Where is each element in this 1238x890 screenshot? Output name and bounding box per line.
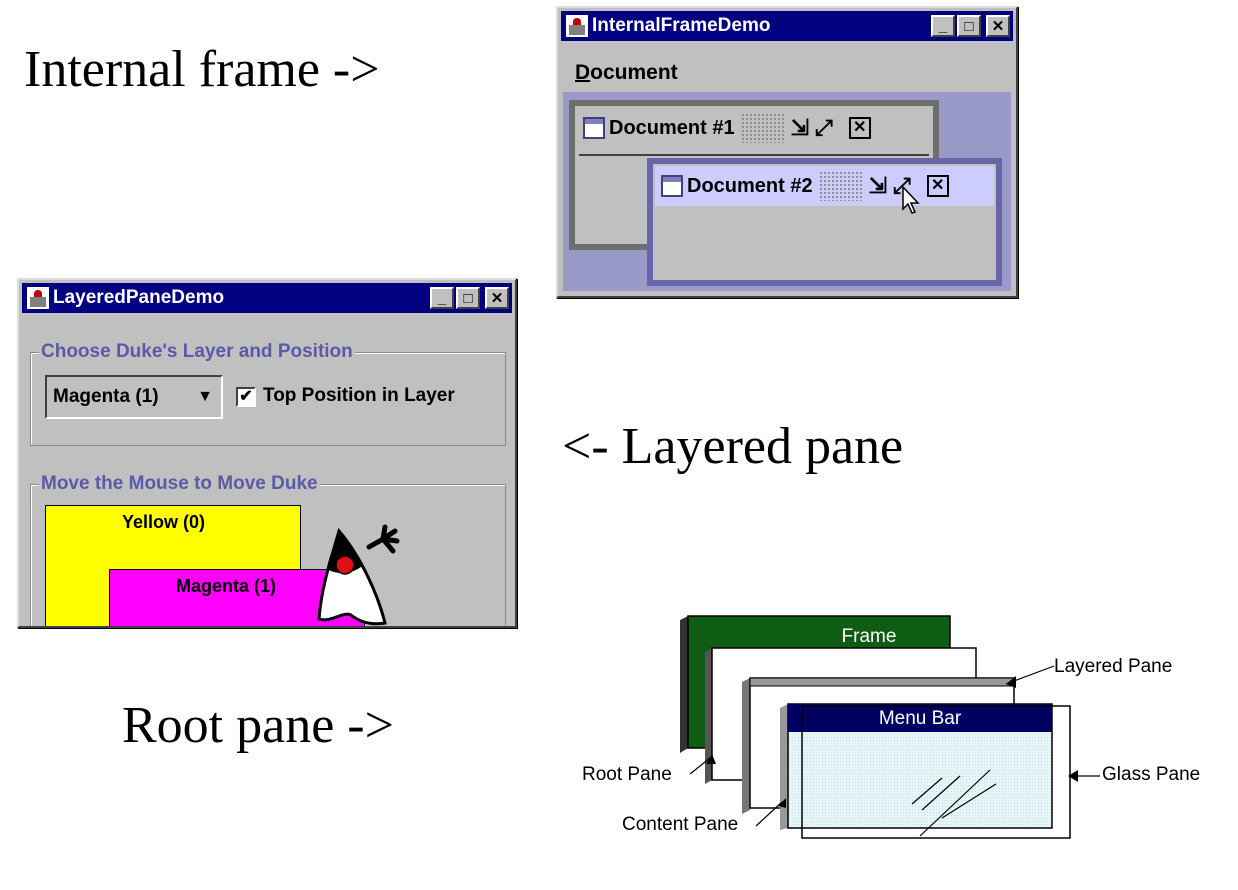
minimize-button[interactable]: _: [430, 287, 454, 309]
internal-frame-demo-titlebar[interactable]: InternalFrameDemo _ □ ✕: [561, 11, 1013, 41]
document-2-titlebar[interactable]: Document #2 ⇲ ⤢ ✕: [655, 166, 994, 206]
glass-pane-label: Glass Pane: [1102, 764, 1201, 785]
document-icon: [583, 117, 605, 139]
iconify-icon[interactable]: ⇲: [790, 115, 810, 140]
java-cup-icon: [27, 287, 49, 309]
layered-pane-demo-window: LayeredPaneDemo _ □ ✕ Choose Duke's Laye…: [17, 278, 517, 628]
document-1-title: Document #1: [609, 116, 735, 139]
close-icon[interactable]: ✕: [926, 175, 949, 197]
frame-label: Frame: [841, 626, 897, 647]
title-grip: [818, 171, 863, 201]
title-grip: [740, 113, 785, 143]
move-duke-group: Move the Mouse to Move Duke Yellow (0) M…: [30, 473, 506, 628]
document-2-title: Document #2: [687, 174, 813, 197]
internal-frame-caption: Internal frame ->: [24, 41, 380, 98]
close-button[interactable]: ✕: [986, 15, 1010, 37]
mouse-cursor-icon: [902, 186, 920, 214]
group-title: Choose Duke's Layer and Position: [39, 341, 355, 363]
yellow-layer-label: Yellow (0): [122, 512, 206, 532]
title-divider: [579, 154, 929, 156]
menu-bar: Document: [561, 56, 1013, 90]
internal-frame-demo-window: InternalFrameDemo _ □ ✕ Document Documen…: [556, 6, 1018, 298]
root-pane-diagram: Frame Menu Bar Layered Pane Root Pane Gl…: [570, 608, 1230, 858]
chevron-down-icon: ▼: [197, 388, 213, 405]
maximize-button[interactable]: □: [456, 287, 480, 309]
layered-pane-demo-titlebar[interactable]: LayeredPaneDemo _ □ ✕: [22, 283, 512, 313]
group-title: Move the Mouse to Move Duke: [39, 473, 320, 495]
minimize-button[interactable]: _: [931, 15, 955, 37]
checkbox-label: Top Position in Layer: [263, 385, 455, 406]
menu-bar-label: Menu Bar: [878, 708, 962, 729]
internal-frame-document-2[interactable]: Document #2 ⇲ ⤢ ✕: [647, 158, 1002, 286]
layer-combo-box[interactable]: Magenta (1) ▼: [45, 375, 223, 419]
window-title: InternalFrameDemo: [592, 15, 771, 36]
maximize-icon[interactable]: ⤢: [815, 115, 833, 140]
document-1-titlebar[interactable]: Document #1 ⇲ ⤢ ✕: [577, 108, 927, 148]
close-button[interactable]: ✕: [485, 287, 509, 309]
iconify-icon[interactable]: ⇲: [868, 173, 888, 198]
root-pane-caption: Root pane ->: [122, 697, 394, 754]
root-pane-label: Root Pane: [582, 764, 672, 785]
top-position-checkbox[interactable]: ✔: [236, 387, 256, 407]
combo-value: Magenta (1): [53, 386, 159, 407]
duke-mascot-icon[interactable]: [313, 519, 413, 628]
window-title: LayeredPaneDemo: [53, 287, 225, 308]
menu-document[interactable]: Document: [575, 61, 678, 84]
desktop-pane: Document #1 ⇲ ⤢ ✕ Document #2 ⇲ ⤢ ✕: [563, 92, 1011, 291]
close-icon[interactable]: ✕: [848, 117, 871, 139]
java-cup-icon: [566, 15, 588, 37]
layered-pane-caption: <- Layered pane: [562, 418, 904, 475]
layer-position-group: Choose Duke's Layer and Position Magenta…: [30, 341, 506, 446]
root-pane-diagram-graphic: [680, 615, 1100, 839]
content-pane-label: Content Pane: [622, 814, 739, 835]
magenta-layer-label: Magenta (1): [176, 576, 277, 596]
layered-pane-label: Layered Pane: [1054, 656, 1173, 677]
maximize-button[interactable]: □: [957, 15, 981, 37]
document-icon: [661, 175, 683, 197]
